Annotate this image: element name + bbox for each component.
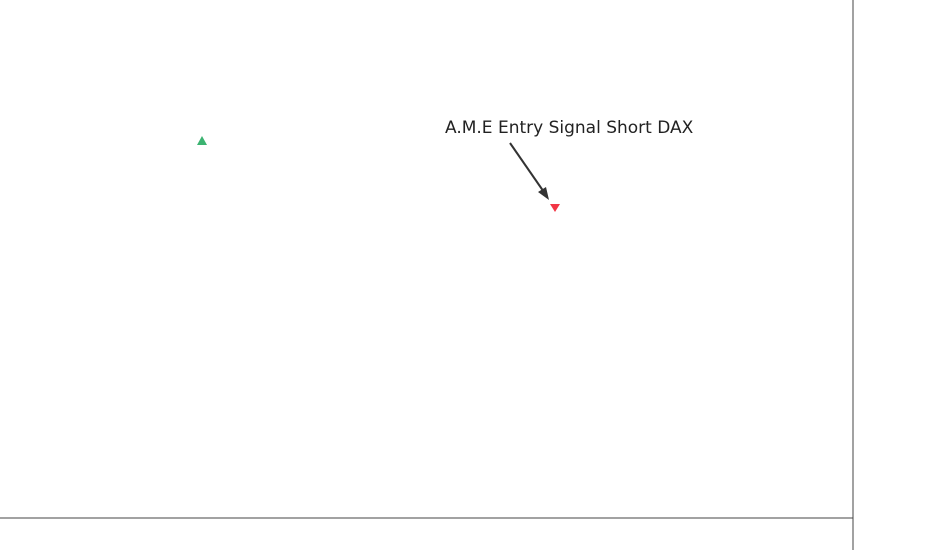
annotation: A.M.E Entry Signal Short DAX xyxy=(445,118,694,138)
buy-marker xyxy=(197,136,207,145)
annotation-arrowhead xyxy=(538,187,549,200)
annotation-arrow xyxy=(509,142,547,196)
sell-marker xyxy=(550,204,560,212)
